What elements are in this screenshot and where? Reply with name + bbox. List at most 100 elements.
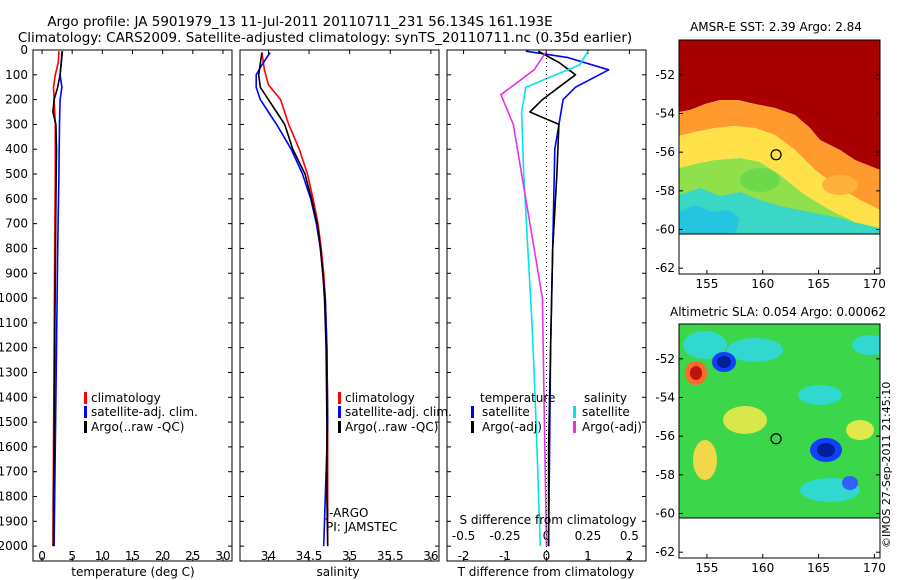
sla-argo-location-marker [770, 433, 782, 445]
legend-title-temperature: temperature [480, 391, 555, 405]
temperature-legend: climatology satellite-adj. clim. Argo(..… [84, 391, 198, 434]
sst-map-ytick-label: -62 [655, 261, 675, 275]
difference-xtick-label: -1 [499, 549, 511, 563]
temperature-xtick-label: 30 [215, 549, 230, 563]
sla-cyan-patch [852, 335, 880, 355]
depth-tick-label: 1800 [0, 490, 28, 504]
depth-tick-label: 1400 [0, 390, 28, 404]
sla-yellow-patch [693, 440, 717, 480]
sst-map-xtick-label: 165 [807, 277, 830, 291]
sst-map-xtick-label: 155 [695, 277, 718, 291]
salinity-legend: climatology satellite-adj. clim. Argo(..… [338, 391, 452, 434]
sla-blue-eddy-core [717, 356, 731, 368]
depth-tick-label: 100 [5, 68, 28, 82]
depth-tick-label: 300 [5, 117, 28, 131]
difference-series-line [520, 50, 589, 547]
sst-map-ytick-label: -58 [655, 184, 675, 198]
temperature-panel: 0 5 10 15 20 25 30 temperature (deg C) climato… [32, 49, 233, 579]
sst-teal-patch [679, 205, 740, 234]
salinity-xlabel: salinity [316, 565, 359, 579]
sst-argo-location-marker [770, 149, 782, 161]
difference-legend: temperature salinity satellite Argo(-adj… [471, 391, 642, 434]
legend-label-satellite: satellite-adj. clim. [345, 405, 452, 419]
legend-swatch-satellite [338, 406, 341, 418]
depth-tick-label: 700 [5, 217, 28, 231]
depth-tick-label: 0 [20, 43, 28, 57]
temperature-xlabel: temperature (deg C) [71, 565, 194, 579]
sst-map-ytick-label: -52 [655, 68, 675, 82]
depth-tick-label: 400 [5, 142, 28, 156]
depth-tick-label: 600 [5, 192, 28, 206]
difference-panel: -2 -1 0 1 2-0.5 -0.25 0 0.25 0.5 T difference fr… [446, 49, 647, 579]
salinity-xtick-label: 34.5 [296, 549, 323, 563]
salinity-series-line [255, 52, 329, 547]
depth-tick-label: 1300 [0, 365, 28, 379]
legend-label-argo: Argo(..raw -QC) [345, 420, 438, 434]
depth-tick-label: 200 [5, 93, 28, 107]
temperature-xtick-label: 5 [68, 549, 76, 563]
sla-blue-eddy-core [817, 443, 835, 457]
sst-orange-eddy [822, 175, 858, 195]
sst-map-panel: AMSR-E SST: 2.39 Argo: 2.84 155 160 165 170… [655, 20, 885, 291]
depth-tick-label: 1600 [0, 440, 28, 454]
legend-swatch-argo [84, 421, 87, 433]
salinity-xtick-label: 35.5 [377, 549, 404, 563]
sst-orange-band [679, 100, 880, 210]
legend-title-salinity: salinity [584, 391, 627, 405]
sla-cyan-patch [683, 331, 727, 359]
depth-tick-label: 1700 [0, 465, 28, 479]
sla-cyan-patch [727, 338, 783, 362]
difference-xtick2-label: -0.25 [490, 529, 521, 543]
sla-cyan-patch [798, 385, 842, 405]
difference-series-line [529, 50, 577, 547]
depth-axis: 0 100 200 300 400 500 600 700 800 900 1000 1100 1200… [0, 43, 646, 553]
temperature-xtick-label: 20 [155, 549, 170, 563]
legend-swatch-t-satellite [471, 406, 474, 418]
sla-map-ytick-label: -52 [655, 352, 675, 366]
sla-map-xtick-label: 170 [863, 561, 886, 575]
salinity-xtick-label: 34 [261, 549, 276, 563]
sla-map-xtick-label: 160 [751, 561, 774, 575]
legend-label-argo: Argo(..raw -QC) [91, 420, 184, 434]
sla-map-ytick-label: -60 [655, 507, 675, 521]
sst-map-axis-frame [678, 39, 881, 275]
difference-xtick2-label: 0.5 [620, 529, 639, 543]
sla-map-ytick-label: -58 [655, 468, 675, 482]
legend-label-t-argo: Argo(-adj) [482, 420, 542, 434]
sla-yellow-patch [846, 420, 874, 440]
difference-xtick-label: 2 [626, 549, 634, 563]
salinity-series-line [257, 52, 329, 547]
temperature-xtick-label: 15 [125, 549, 140, 563]
sst-map-xtick-label: 160 [751, 277, 774, 291]
sla-red-eddy-core [690, 366, 702, 380]
sst-yellow-band [679, 126, 880, 228]
temperature-xtick-label: 10 [95, 549, 110, 563]
depth-tick-label: 1200 [0, 341, 28, 355]
temperature-series-line [52, 51, 64, 547]
legend-swatch-climatology [84, 392, 87, 404]
depth-tick-label: 1500 [0, 415, 28, 429]
legend-swatch-s-satellite [573, 406, 576, 418]
figure-title-line1: Argo profile: JA 5901979_13 11-Jul-2011 … [47, 14, 552, 30]
salinity-xtick-label: 36 [423, 549, 438, 563]
difference-xlabel-t: T difference from climatology [457, 565, 635, 579]
legend-label-satellite: satellite-adj. clim. [91, 405, 198, 419]
sst-map-xtick-label: 170 [863, 277, 886, 291]
sla-map-title: Altimetric SLA: 0.054 Argo: 0.00062 [670, 305, 886, 319]
legend-swatch-t-argo [471, 421, 474, 433]
legend-swatch-climatology [338, 392, 341, 404]
sla-blue-eddy [842, 476, 858, 490]
depth-tick-label: 1000 [0, 291, 28, 305]
depth-tick-label: 2000 [0, 539, 28, 553]
depth-tick-label: 1100 [0, 316, 28, 330]
sla-map-panel: Altimetric SLA: 0.054 Argo: 0.00062 155 1… [655, 305, 886, 575]
difference-series-line [500, 50, 548, 547]
salinity-annotation-pi: PI: JAMSTEC [326, 520, 397, 534]
legend-label-t-satellite: satellite [482, 405, 530, 419]
depth-tick-label: 1900 [0, 514, 28, 528]
sst-map-title: AMSR-E SST: 2.39 Argo: 2.84 [690, 20, 862, 34]
sla-map-axis-frame [678, 323, 881, 559]
temperature-xtick-label: 0 [38, 549, 46, 563]
difference-xtick2-label: -0.5 [452, 529, 475, 543]
